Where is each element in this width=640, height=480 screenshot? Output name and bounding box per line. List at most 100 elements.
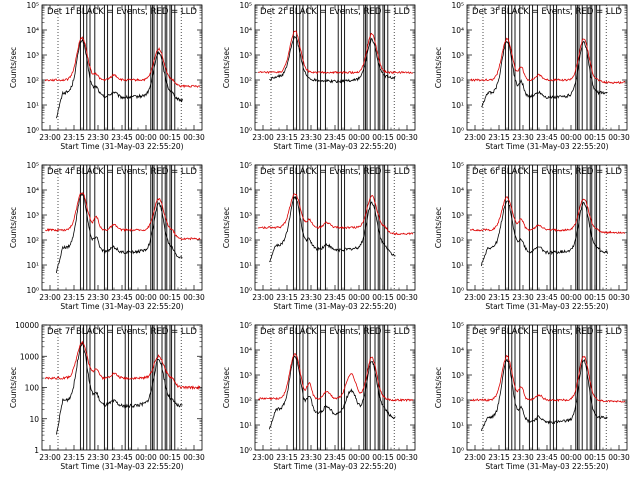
y-tick-label: 10⁴ xyxy=(239,26,252,35)
x-axis-label: Start Time (31-May-03 22:55:20) xyxy=(60,462,183,471)
x-tick-label: 00:30 xyxy=(608,293,630,302)
panel-title: Det 2f BLACK = Events, RED = LLD xyxy=(260,7,410,17)
y-tick-label: 1000 xyxy=(20,352,39,361)
y-tick-label: 10⁴ xyxy=(451,186,464,195)
panel-det-3f: Det 3f BLACK = Events, RED = LLD 10⁰ 10¹ 10… xyxy=(434,1,630,151)
plot-area xyxy=(470,325,626,450)
y-tick-label: 10⁰ xyxy=(451,446,464,455)
series-events-line xyxy=(269,355,396,430)
y-tick-label: 10⁴ xyxy=(239,346,252,355)
y-tick-label: 10² xyxy=(451,76,464,85)
x-tick-label: 00:15 xyxy=(584,453,606,462)
y-tick-label: 10² xyxy=(451,396,464,405)
series-lld-line xyxy=(258,353,414,403)
x-tick-label: 23:15 xyxy=(276,293,298,302)
y-axis-label: Counts/sec xyxy=(9,207,18,248)
x-tick-label: 23:30 xyxy=(87,293,109,302)
y-axis-label: Counts/sec xyxy=(222,47,231,88)
y-tick-label: 10² xyxy=(451,236,464,245)
panel-det-5f: Det 5f BLACK = Events, RED = LLD 10⁰ 10¹ 10… xyxy=(222,161,418,311)
plot-frame xyxy=(41,164,203,291)
y-tick-label: 10³ xyxy=(26,51,39,60)
series-lld-line xyxy=(257,193,414,236)
y-tick-label: 10¹ xyxy=(451,101,464,110)
panel-title: Det 4f BLACK = Events, RED = LLD xyxy=(47,167,197,177)
x-tick-label: 23:00 xyxy=(464,293,486,302)
panel-title: Det 3f BLACK = Events, RED = LLD xyxy=(472,7,622,17)
x-tick-label: 00:30 xyxy=(396,293,418,302)
y-tick-label: 10² xyxy=(239,76,252,85)
series-lld-line xyxy=(44,340,201,391)
x-tick-label: 00:00 xyxy=(560,293,582,302)
x-tick-label: 23:30 xyxy=(87,133,109,142)
x-tick-label: 23:45 xyxy=(111,293,133,302)
panel-det-2f: Det 2f BLACK = Events, RED = LLD 10⁰ 10¹ 10… xyxy=(222,1,418,151)
y-tick-label: 10³ xyxy=(451,371,464,380)
x-tick-label: 23:30 xyxy=(300,293,322,302)
panel-title: Det 8f BLACK = Events, RED = LLD xyxy=(260,327,410,337)
x-tick-label: 23:00 xyxy=(39,133,61,142)
y-axis-label: Counts/sec xyxy=(434,47,443,88)
series-lld-line xyxy=(469,196,626,235)
panel-title: Det 5f BLACK = Events, RED = LLD xyxy=(260,167,410,177)
plot-area xyxy=(257,5,414,130)
x-tick-label: 23:45 xyxy=(324,453,346,462)
panel-det-1f: Det 1f BLACK = Events, RED = LLD 10⁰ 10¹ 10… xyxy=(9,1,205,151)
y-axis-label: Counts/sec xyxy=(9,367,18,408)
x-axis-label: Start Time (31-May-03 22:55:20) xyxy=(273,302,396,311)
y-tick-label: 10⁰ xyxy=(239,446,252,455)
x-axis-label: Start Time (31-May-03 22:55:20) xyxy=(60,142,183,151)
x-tick-label: 00:00 xyxy=(135,453,157,462)
plot-area xyxy=(44,325,201,450)
x-axis-label: Start Time (31-May-03 22:55:20) xyxy=(273,462,396,471)
series-lld-line xyxy=(44,36,201,89)
x-tick-label: 23:15 xyxy=(488,293,510,302)
plot-frame xyxy=(466,4,628,131)
y-tick-label: 10² xyxy=(26,236,39,245)
x-tick-label: 00:30 xyxy=(183,453,205,462)
series-events-line xyxy=(56,38,183,119)
x-tick-label: 23:45 xyxy=(536,453,558,462)
y-tick-label: 10⁵ xyxy=(239,321,252,330)
y-tick-label: 10¹ xyxy=(26,101,39,110)
x-tick-label: 00:00 xyxy=(560,133,582,142)
y-tick-label: 100 xyxy=(25,384,40,393)
y-tick-label: 10⁴ xyxy=(239,186,252,195)
series-events-line xyxy=(481,358,608,432)
series-lld-line xyxy=(257,30,414,75)
x-tick-label: 23:45 xyxy=(111,133,133,142)
x-tick-label: 23:15 xyxy=(63,293,85,302)
y-tick-label: 10¹ xyxy=(239,101,252,110)
x-tick-label: 23:15 xyxy=(276,133,298,142)
x-tick-label: 00:30 xyxy=(396,133,418,142)
y-tick-label: 10⁰ xyxy=(239,286,252,295)
x-axis-label: Start Time (31-May-03 22:55:20) xyxy=(60,302,183,311)
y-tick-label: 10⁴ xyxy=(451,26,464,35)
y-tick-label: 10⁴ xyxy=(26,26,39,35)
series-events-line xyxy=(269,36,396,84)
x-tick-label: 00:00 xyxy=(560,453,582,462)
panel-title: Det 7f BLACK = Events, RED = LLD xyxy=(47,327,197,337)
y-tick-label: 10³ xyxy=(239,51,252,60)
plot-frame xyxy=(254,324,416,451)
y-axis-label: Counts/sec xyxy=(9,47,18,88)
y-tick-label: 10000 xyxy=(15,321,39,330)
series-lld-line xyxy=(45,192,201,241)
y-tick-label: 10⁰ xyxy=(239,126,252,135)
series-events-line xyxy=(269,196,396,263)
y-tick-label: 10¹ xyxy=(26,261,39,270)
y-axis-label: Counts/sec xyxy=(222,207,231,248)
y-tick-label: 10⁰ xyxy=(451,126,464,135)
y-tick-label: 10¹ xyxy=(239,261,252,270)
x-tick-label: 23:30 xyxy=(512,293,534,302)
x-tick-label: 00:30 xyxy=(183,293,205,302)
plot-frame xyxy=(466,324,628,451)
x-tick-label: 23:30 xyxy=(300,133,322,142)
x-tick-label: 00:30 xyxy=(608,133,630,142)
x-tick-label: 00:00 xyxy=(348,133,370,142)
y-tick-label: 10⁴ xyxy=(26,186,39,195)
series-events-line xyxy=(56,341,183,435)
x-tick-label: 23:00 xyxy=(252,133,274,142)
y-tick-label: 10² xyxy=(239,236,252,245)
series-lld-line xyxy=(470,354,626,403)
